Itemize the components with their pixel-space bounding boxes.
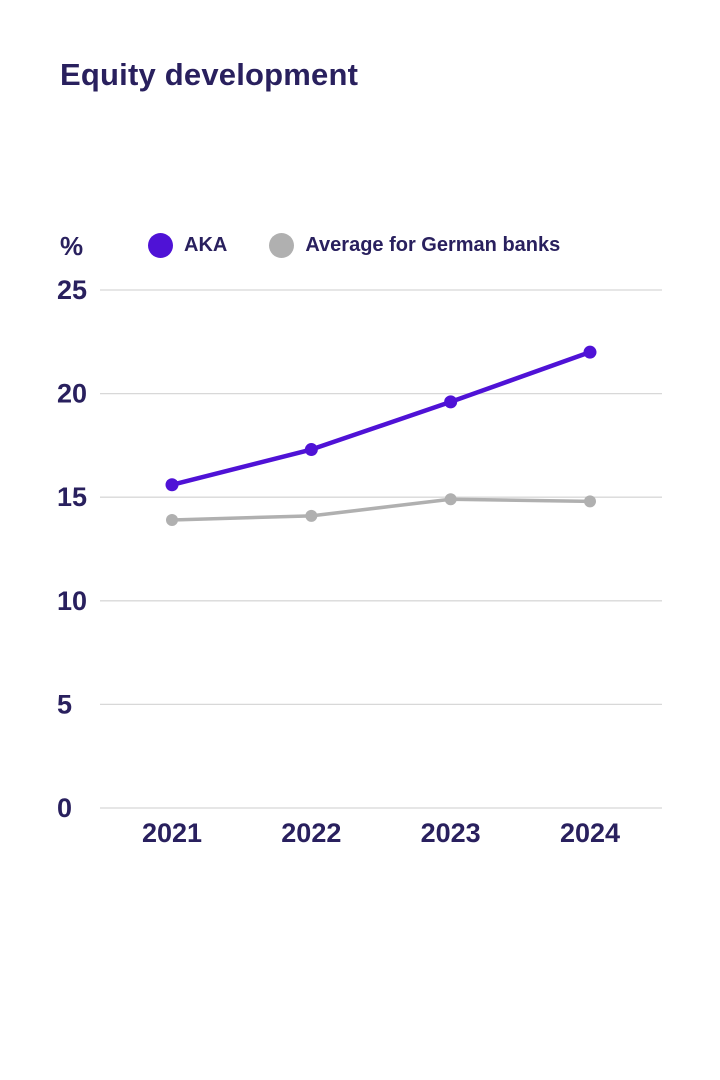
average-legend-dot-icon [269,233,295,258]
y-tick-label-15: 15 [57,482,87,512]
aka-legend-label: AKA [184,234,228,256]
average-point-2023 [444,493,457,506]
x-axis-label-2021: 2021 [142,818,202,848]
y-tick-label-0: 0 [57,793,72,823]
x-axis-label-2022: 2022 [281,818,341,848]
average-point-2024 [583,495,596,508]
legend-item-average: Average for German banks [269,233,560,258]
average-point-2022 [305,509,318,522]
page-title: Equity development [60,57,359,92]
aka-point-2024 [583,345,597,359]
y-tick-label-25: 25 [57,275,87,305]
y-axis-unit-label: % [60,231,84,261]
x-axis-label-2023: 2023 [421,818,481,848]
aka-point-2021 [165,478,179,492]
aka-point-2022 [304,443,318,457]
average-legend-label: Average for German banks [305,234,561,256]
average-line [170,497,592,522]
equity-line-chart: 0 5 10 15 20 25 2021 2022 2023 2024 [57,275,662,848]
y-tick-label-20: 20 [57,379,87,409]
legend-item-aka: AKA [148,233,227,258]
aka-point-2023 [444,395,458,409]
aka-line [169,349,593,488]
chart-legend: AKA Average for German banks [148,233,560,258]
y-tick-label-10: 10 [57,586,87,616]
average-point-2021 [166,513,178,526]
aka-legend-dot-icon [148,233,173,258]
x-axis-label-2024: 2024 [560,818,620,848]
y-tick-label-5: 5 [57,689,72,719]
